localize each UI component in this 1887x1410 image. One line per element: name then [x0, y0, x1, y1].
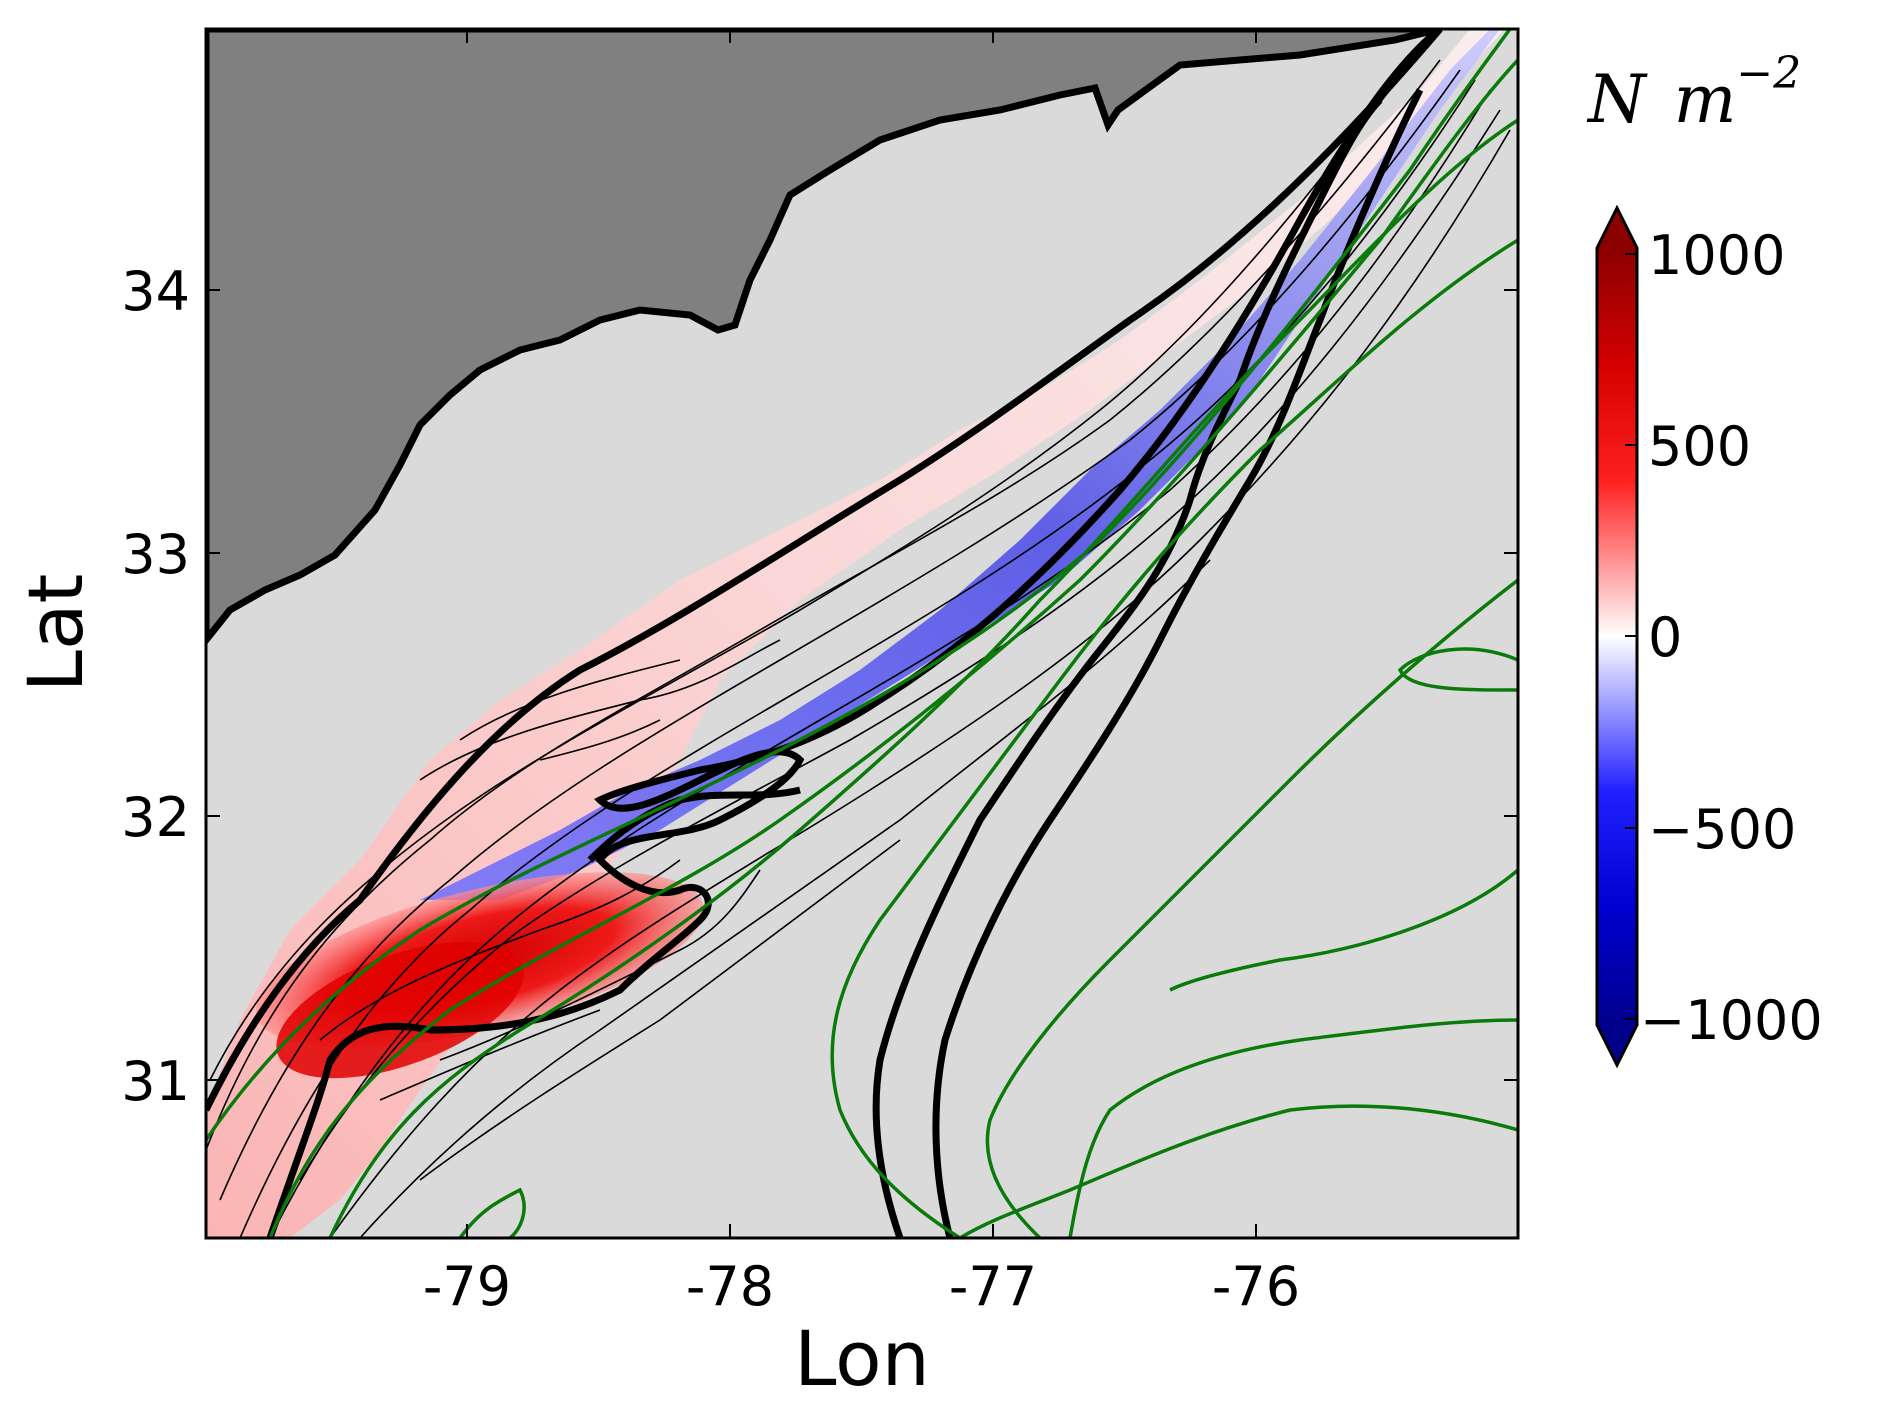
x-tick-label: -76 [1212, 1255, 1300, 1318]
map-area [206, 29, 1518, 1238]
y-tick-label: 33 [121, 523, 190, 586]
y-tick-label: 32 [121, 786, 190, 849]
x-tick-marks [466, 29, 1257, 1238]
streamlines [206, 29, 1518, 1238]
y-axis-title: Lat [11, 574, 100, 693]
colorbar-ticks [1625, 253, 1637, 1020]
colorbar-outline [1595, 204, 1639, 1069]
colorbar: 1000 500 0 −500 −1000 [1595, 204, 1823, 1069]
colorbar-max-extend [1597, 208, 1637, 248]
colorbar-tick-label: 500 [1648, 415, 1751, 478]
unit-base: m [1674, 61, 1737, 138]
colorbar-min-extend [1597, 1025, 1637, 1065]
x-tick-label: -77 [949, 1255, 1037, 1318]
y-tick-label: 34 [121, 260, 190, 323]
y-tick-label: 31 [121, 1050, 190, 1113]
unit-exponent: −2 [1736, 48, 1801, 99]
unit-symbol: N [1586, 61, 1648, 138]
x-axis-title: Lon [794, 1314, 930, 1403]
land-mass [206, 29, 1441, 646]
colorbar-gradient [1597, 248, 1637, 1025]
colorbar-tick-label: −1000 [1640, 989, 1823, 1052]
colorbar-tick-label: 1000 [1648, 224, 1785, 287]
plot-frame [204, 27, 1520, 1240]
positive-stress-core [276, 941, 524, 1079]
colorbar-tick-label: 0 [1648, 606, 1682, 669]
y-tick-marks [206, 289, 1518, 1081]
x-tick-label: -79 [423, 1255, 511, 1318]
x-tick-label: -78 [686, 1255, 774, 1318]
colorbar-tick-label: −500 [1648, 798, 1796, 861]
